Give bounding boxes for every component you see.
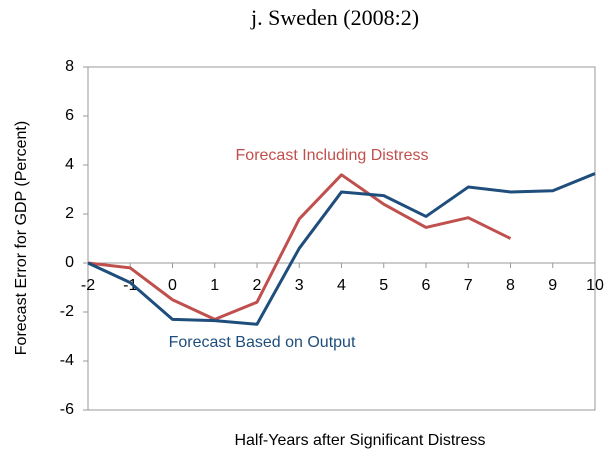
series-line <box>87 172 596 326</box>
y-tick-label: -6 <box>60 401 74 418</box>
x-tick-label: -2 <box>81 277 95 294</box>
x-tick-label: 3 <box>295 277 304 294</box>
y-tick-label: -4 <box>60 352 74 369</box>
x-axis-label: Half-Years after Significant Distress <box>234 432 485 449</box>
y-axis-label: Forecast Error for GDP (Percent) <box>13 121 30 355</box>
x-tick-label: 8 <box>506 277 515 294</box>
chart-title: j. Sweden (2008:2) <box>250 5 419 30</box>
x-tick-label: 5 <box>379 277 388 294</box>
x-tick-label: 10 <box>586 277 604 294</box>
x-tick-label: 1 <box>210 277 219 294</box>
y-tick-label: 2 <box>65 205 74 222</box>
x-tick-label: 6 <box>422 277 431 294</box>
x-tick-label: 9 <box>548 277 557 294</box>
x-tick-label: 0 <box>168 277 177 294</box>
y-tick-label: 8 <box>65 58 74 75</box>
series-line <box>87 173 512 321</box>
series-label: Forecast Including Distress <box>236 147 429 164</box>
x-tick-label: 7 <box>464 277 473 294</box>
x-tick-label: 2 <box>253 277 262 294</box>
y-tick-label: 4 <box>65 156 74 173</box>
y-tick-label: -2 <box>60 303 74 320</box>
plot-frame <box>87 66 596 411</box>
y-tick-label: 0 <box>65 254 74 271</box>
y-tick-label: 6 <box>65 107 74 124</box>
series-label: Forecast Based on Output <box>169 334 356 351</box>
x-tick-label: 4 <box>337 277 346 294</box>
